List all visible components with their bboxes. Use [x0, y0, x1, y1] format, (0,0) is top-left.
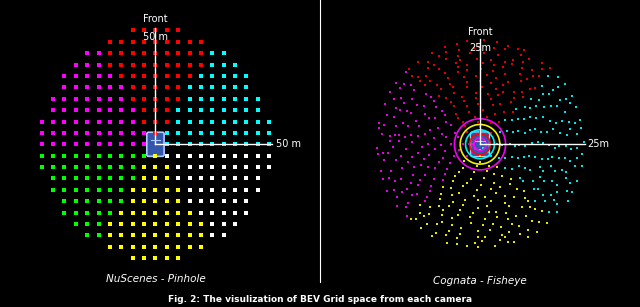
- Text: 50 m: 50 m: [143, 32, 168, 42]
- Text: Front: Front: [468, 27, 492, 37]
- FancyBboxPatch shape: [470, 132, 490, 157]
- Text: Fig. 2: The visulization of BEV Grid space from each camera: Fig. 2: The visulization of BEV Grid spa…: [168, 295, 472, 304]
- Text: 50 m: 50 m: [276, 139, 301, 149]
- Text: Front: Front: [143, 14, 168, 24]
- Text: 25m: 25m: [469, 43, 491, 53]
- FancyBboxPatch shape: [147, 132, 164, 156]
- Text: 25m: 25m: [588, 139, 609, 149]
- Text: NuScenes - Pinhole: NuScenes - Pinhole: [106, 274, 205, 284]
- Text: Cognata - Fisheye: Cognata - Fisheye: [433, 276, 527, 286]
